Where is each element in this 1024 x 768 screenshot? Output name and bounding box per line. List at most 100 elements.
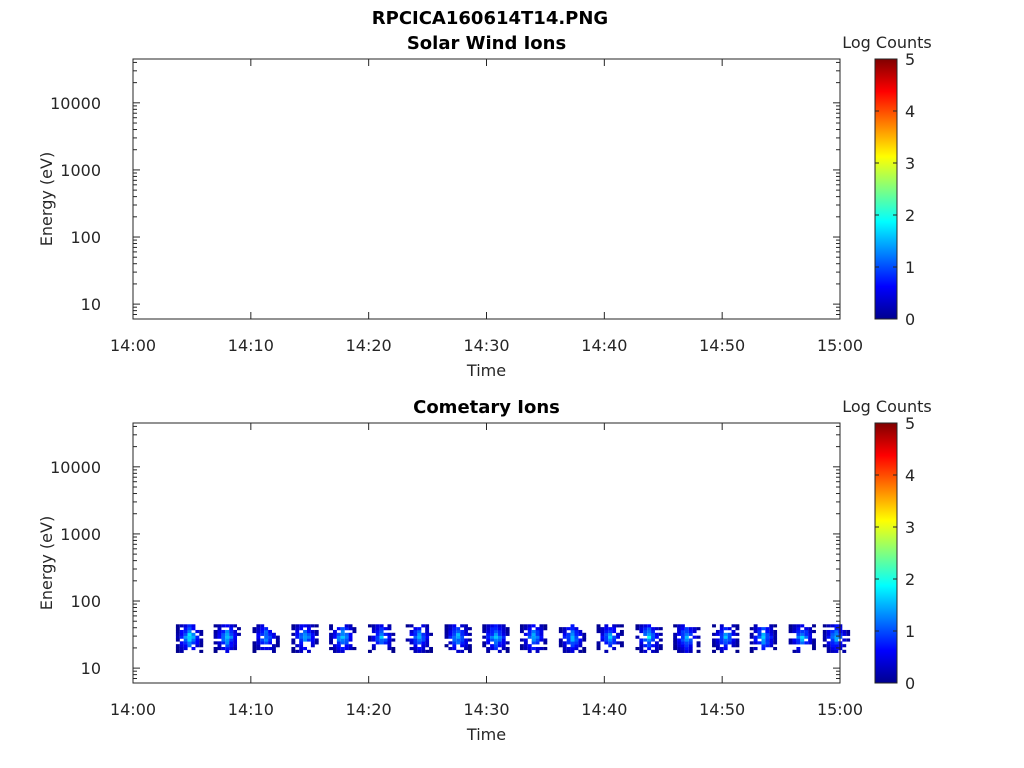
heatmap-cell [493,635,498,639]
heatmap-cell [846,632,851,636]
heatmap-cell [574,644,579,648]
heatmap-cell [566,646,571,651]
heatmap-cell [306,649,311,653]
heatmap-cell [340,638,345,642]
colorbar-tick-label: 4 [905,102,915,121]
heatmap-cell [237,627,241,631]
heatmap-cell [367,649,372,653]
heatmap-cell [647,641,652,645]
heatmap-cell [456,629,461,634]
heatmap-cell [268,635,272,639]
heatmap-cell [417,646,422,651]
heatmap-cell [306,627,311,631]
y-tick-label: 100 [70,228,101,247]
heatmap-cell [723,646,728,651]
burst [482,624,510,653]
heatmap-cell [444,624,449,628]
heatmap-cell [723,627,728,631]
heatmap-cell [272,632,276,636]
heatmap-cell [684,646,689,651]
heatmap-cell [299,646,304,651]
heatmap-cell [217,646,222,651]
heatmap-cell [264,646,269,651]
heatmap-cell [830,638,835,642]
heatmap-cell [808,627,813,631]
heatmap-cell [680,638,685,642]
heatmap-cell [191,632,196,636]
heatmap-cell [233,646,238,651]
heatmap-cell [348,646,353,651]
heatmap-cell [260,638,265,642]
heatmap-cell [808,638,813,642]
heatmap-cell [796,649,801,653]
heatmap-cell [719,646,724,651]
heatmap-cell [448,624,453,628]
heatmap-cell [486,635,491,639]
heatmap-cell [295,632,300,636]
heatmap-cell [299,649,304,653]
heatmap-cell [677,629,681,634]
heatmap-cell [387,635,392,639]
heatmap-cell [519,638,524,642]
heatmap-cell [268,632,272,636]
heatmap-cell [409,624,414,628]
heatmap-cell [460,641,465,645]
heatmap-cell [452,641,457,645]
heatmap-cell [753,624,758,628]
heatmap-cell [332,646,337,651]
heatmap-cell [600,632,605,636]
heatmap-cell [464,629,468,634]
heatmap-cell [651,627,655,631]
heatmap-cell [765,641,770,645]
heatmap-cell [757,632,762,636]
heatmap-cell [792,638,797,642]
heatmap-cell [291,632,296,636]
x-tick-label: 14:20 [346,336,392,355]
heatmap-cell [490,635,494,639]
colorbar-label: Log Counts [842,397,932,416]
colorbar-tick-label: 4 [905,466,915,485]
heatmap-cell [523,627,528,631]
heatmap-cell [405,638,410,642]
heatmap-cell [604,649,609,653]
heatmap-cell [191,641,196,645]
heatmap-cell [761,635,766,639]
heatmap-cell [731,638,736,642]
heatmap-cell [574,646,579,651]
heatmap-cell [578,649,583,653]
heatmap-cell [314,624,319,628]
heatmap-cell [731,632,736,636]
heatmap-cell [268,638,272,642]
heatmap-cell [448,629,453,634]
heatmap-cell [367,635,372,639]
colorbar-frame [874,422,898,684]
heatmap-cell [275,641,280,645]
heatmap-cell [256,624,261,628]
heatmap-cell [199,629,204,634]
heatmap-cell [673,632,678,636]
heatmap-cell [769,641,774,645]
heatmap-cell [340,649,345,653]
heatmap-cell [688,646,693,651]
heatmap-cell [600,635,605,639]
heatmap-cell [604,641,609,645]
heatmap-cell [654,641,659,645]
heatmap-cell [460,649,465,653]
heatmap-cell [195,635,200,639]
heatmap-cell [482,629,487,634]
heatmap-cell [643,632,648,636]
heatmap-cell [187,644,192,648]
heatmap-cell [570,646,575,651]
x-tick-label: 14:50 [699,336,745,355]
heatmap-cell [260,629,265,634]
heatmap-cell [387,624,392,628]
heatmap-cell [535,646,540,651]
heatmap-cell [812,638,816,642]
heatmap-cell [523,646,528,651]
heatmap-cell [651,644,655,648]
heatmap-cell [425,641,430,645]
heatmap-cell [225,649,230,653]
heatmap-cell [295,649,300,653]
heatmap-cell [421,638,426,642]
heatmap-cell [523,624,528,628]
